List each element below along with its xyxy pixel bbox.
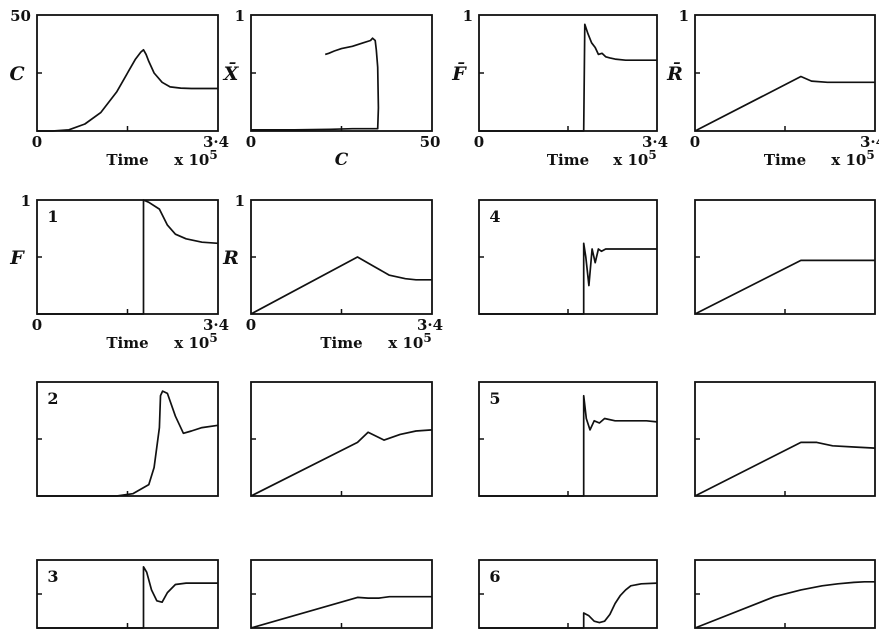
x-axis-label: Time [764, 151, 806, 169]
chart-panel: 1 0 3·4 R̄ Time x 105 [666, 7, 879, 169]
x-tick-label-min: 0 [32, 133, 42, 151]
x-scale-factor: x 105 [388, 331, 431, 352]
x-scale-factor: x 105 [174, 148, 217, 169]
chart-panel [694, 381, 876, 497]
y-axis-label: C [9, 63, 24, 85]
chart-panel: 1 0 3·4 F 1 Time x 105 [9, 192, 229, 352]
panel-number: 5 [489, 389, 500, 408]
y-tick-label-max: 1 [679, 7, 689, 25]
plot-frame [36, 381, 219, 497]
series-line [694, 259, 875, 315]
series-line [694, 580, 875, 629]
x-scale-exponent: 5 [866, 148, 874, 162]
panel-number: 3 [47, 567, 58, 586]
y-tick-label-max: 1 [235, 7, 245, 25]
plot-frame [478, 199, 658, 315]
series-line [37, 565, 218, 629]
plot-frame [694, 381, 876, 497]
x-tick-label-max: 50 [420, 133, 441, 151]
y-tick-label-max: 1 [463, 7, 473, 25]
series-line [37, 390, 219, 497]
series-line [479, 582, 658, 629]
y-axis-label: F [9, 247, 25, 269]
x-axis-label: Time [106, 151, 148, 169]
x-scale-factor: x 105 [174, 331, 217, 352]
x-scale-exponent: 5 [209, 331, 217, 345]
series-line [250, 256, 432, 315]
x-tick-label-min: 0 [32, 316, 42, 334]
chart-panel [250, 559, 433, 629]
x-tick-label-max: 3·4 [642, 133, 668, 151]
series-line [479, 242, 657, 315]
plot-frame [478, 14, 658, 132]
x-tick-label-max: 3·4 [203, 316, 229, 334]
series-line [694, 441, 876, 497]
x-scale-exponent: 5 [648, 148, 656, 162]
y-tick-label-max: 1 [21, 192, 31, 210]
x-tick-label-min: 0 [246, 133, 256, 151]
y-axis-label: R̄ [666, 63, 683, 85]
chart-panel [694, 559, 876, 629]
plot-frame [478, 559, 658, 629]
y-tick-label-max: 50 [10, 7, 31, 25]
chart-panel [250, 381, 433, 497]
panel-number: 6 [489, 567, 500, 586]
x-axis-label: Time [106, 334, 148, 352]
series-line [250, 595, 432, 629]
chart-panel: 1 0 50 X̄ C [223, 7, 441, 170]
x-axis-label: Time [320, 334, 362, 352]
x-tick-label-max: 3·4 [860, 133, 879, 151]
plot-frame [36, 199, 219, 315]
x-tick-label-max: 3·4 [203, 133, 229, 151]
series-line [37, 48, 218, 132]
x-axis-label: C [335, 150, 349, 170]
x-scale-exponent: 5 [209, 148, 217, 162]
chart-panel: 3 [36, 559, 219, 629]
x-tick-label-min: 0 [246, 316, 256, 334]
x-tick-label-max: 3·4 [417, 316, 443, 334]
panel-number: 1 [47, 207, 58, 226]
plot-frame [694, 199, 876, 315]
series-line [479, 394, 658, 497]
plot-frame [478, 381, 658, 497]
x-scale-factor: x 105 [613, 148, 656, 169]
series-line [694, 75, 875, 132]
y-axis-label: X̄ [223, 63, 240, 85]
x-scale-exponent: 5 [423, 331, 431, 345]
plot-frame [250, 381, 433, 497]
chart-panel: 50 0 3·4 C Time x 105 [9, 7, 229, 169]
chart-panel: 4 [478, 199, 658, 315]
chart-panel: 2 [36, 381, 219, 497]
plot-frame [694, 14, 876, 132]
chart-panel: 1 0 3·4 R Time x 105 [222, 192, 443, 352]
plot-frame [36, 559, 219, 629]
panel-number: 4 [489, 207, 500, 226]
series-line [251, 37, 380, 131]
chart-panel: 1 0 3·4 F̄ Time x 105 [451, 7, 668, 169]
plot-frame [250, 199, 433, 315]
x-tick-label-min: 0 [690, 133, 700, 151]
series-line [250, 429, 433, 497]
series-line [37, 199, 219, 315]
panel-number: 2 [47, 389, 58, 408]
y-axis-label: R [222, 247, 239, 269]
series-line [479, 23, 657, 132]
y-axis-label: F̄ [451, 63, 467, 85]
x-tick-label-min: 0 [474, 133, 484, 151]
x-axis-label: Time [547, 151, 589, 169]
y-tick-label-max: 1 [235, 192, 245, 210]
chart-panel: 6 [478, 559, 658, 629]
x-scale-factor: x 105 [831, 148, 874, 169]
chart-panel: 5 [478, 381, 658, 497]
plot-frame [250, 14, 433, 132]
chart-panel [694, 199, 876, 315]
plot-frame [250, 559, 433, 629]
